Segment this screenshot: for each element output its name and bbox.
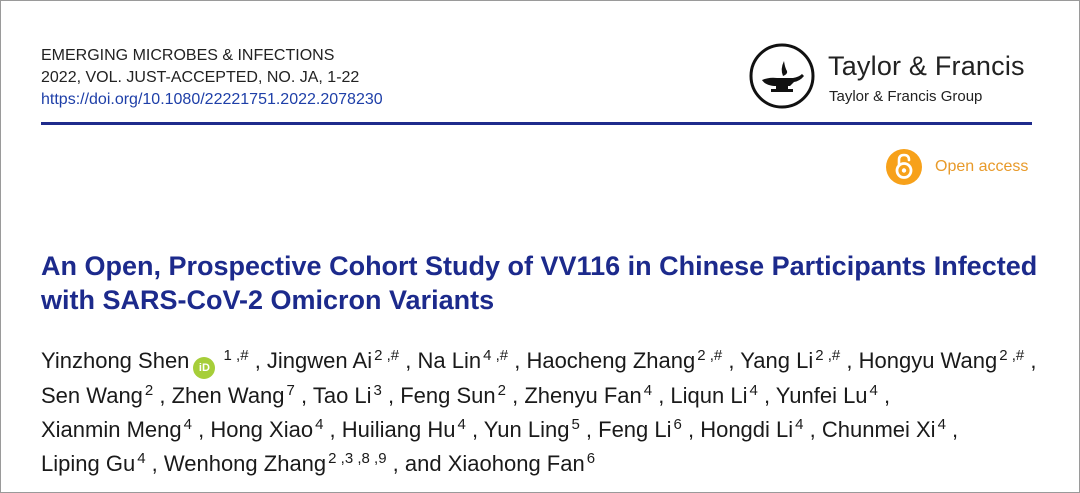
author-name[interactable]: Jingwen Ai 2 ,# xyxy=(267,348,399,373)
affiliation-marker: 4 xyxy=(749,382,758,399)
affiliation-marker: 2 xyxy=(144,382,154,399)
affiliation-marker: 4 xyxy=(643,382,653,399)
affiliation-marker: 4 xyxy=(937,416,946,433)
affiliation-marker: 2 ,# xyxy=(999,347,1025,364)
author-name[interactable]: Huiliang Hu 4 xyxy=(342,417,466,442)
publisher-logo[interactable]: Taylor & Francis Taylor & Francis Group xyxy=(749,43,1039,115)
affiliation-marker: 5 xyxy=(571,416,580,433)
author-name-text: Huiliang Hu xyxy=(341,417,456,442)
open-access-badge[interactable]: Open access xyxy=(886,149,1028,185)
author-name-text: Na Lin xyxy=(417,348,482,373)
affiliation-marker: 2 xyxy=(497,382,506,399)
author-name-text: Chunmei Xi xyxy=(821,417,936,442)
author-name-text: Sen Wang xyxy=(41,383,143,408)
author-name-text: Haocheng Zhang xyxy=(526,348,696,373)
journal-issue: 2022, VOL. JUST-ACCEPTED, NO. JA, 1-22 xyxy=(41,69,360,86)
author-name-text: Zhenyu Fan xyxy=(524,383,642,408)
author-name[interactable]: Hongdi Li 4 xyxy=(700,417,803,442)
author-name[interactable]: Hongyu Wang 2 ,# xyxy=(859,348,1025,373)
author-conjunction: and xyxy=(404,451,442,476)
author-name[interactable]: Tao Li 3 xyxy=(313,383,382,408)
author-name[interactable]: Zhenyu Fan 4 xyxy=(524,383,652,408)
author-name[interactable]: Feng Sun 2 xyxy=(400,383,506,408)
author-name-text: Hongyu Wang xyxy=(858,348,998,373)
affiliation-marker: 2 ,# xyxy=(374,347,400,364)
affiliation-marker: 6 xyxy=(673,416,682,433)
author-name[interactable]: Yunfei Lu 4 xyxy=(776,383,878,408)
author-name[interactable]: Zhen Wang 7 xyxy=(172,383,295,408)
journal-name: EMERGING MICROBES & INFECTIONS xyxy=(41,47,335,64)
author-name-text: Yun Ling xyxy=(483,417,570,442)
author-name-text: Jingwen Ai xyxy=(266,348,373,373)
author-name[interactable]: Xiaohong Fan 6 xyxy=(448,451,595,476)
open-lock-icon xyxy=(886,149,922,185)
author-name[interactable]: Sen Wang 2 xyxy=(41,383,153,408)
author-name[interactable]: Liping Gu 4 xyxy=(41,451,146,476)
affiliation-marker: 2 ,# xyxy=(815,347,841,364)
affiliation-marker: 2 ,3 ,8 ,9 xyxy=(328,450,387,467)
author-name-text: Yunfei Lu xyxy=(775,383,868,408)
affiliation-marker: 4 xyxy=(183,416,192,433)
affiliation-marker: 4 xyxy=(795,416,804,433)
author-name-text: Hongdi Li xyxy=(700,417,794,442)
author-name-text: Feng Li xyxy=(598,417,672,442)
header-divider xyxy=(41,122,1032,125)
author-name-text: Liping Gu xyxy=(41,451,136,476)
author-name[interactable]: Yang Li 2 ,# xyxy=(740,348,840,373)
author-name-text: Xianmin Meng xyxy=(41,417,182,442)
oil-lamp-icon xyxy=(749,43,815,109)
author-name[interactable]: Chunmei Xi 4 xyxy=(822,417,946,442)
author-name[interactable]: Liqun Li 4 xyxy=(670,383,757,408)
author-name-text: Feng Sun xyxy=(400,383,496,408)
author-list: Yinzhong Shen iD 1 ,# , Jingwen Ai 2 ,# , … xyxy=(41,347,1037,476)
affiliation-marker: 4 xyxy=(137,450,146,467)
affiliation-marker: 3 xyxy=(373,382,382,399)
author-name-text: Yang Li xyxy=(740,348,814,373)
author-name-text: Yinzhong Shen xyxy=(41,348,190,373)
author-name[interactable]: Yinzhong Shen iD 1 ,# xyxy=(41,347,249,379)
article-title: An Open, Prospective Cohort Study of VV1… xyxy=(41,251,1038,315)
author-name[interactable]: Feng Li 6 xyxy=(598,417,682,442)
author-name-text: Liqun Li xyxy=(670,383,748,408)
author-name-text: Wenhong Zhang xyxy=(163,451,327,476)
author-name-text: Xiaohong Fan xyxy=(447,451,585,476)
affiliation-marker: 4 xyxy=(869,382,878,399)
affiliation-marker: 6 xyxy=(586,450,596,467)
affiliation-marker: 7 xyxy=(286,382,295,399)
orcid-icon[interactable]: iD xyxy=(193,357,216,379)
author-name[interactable]: Haocheng Zhang 2 ,# xyxy=(526,348,722,373)
author-name[interactable]: Yun Ling 5 xyxy=(484,417,580,442)
affiliation-marker: 4 xyxy=(457,416,466,433)
author-name-text: Hong Xiao xyxy=(210,417,314,442)
affiliation-marker: 2 ,# xyxy=(697,347,723,364)
affiliation-marker: 4 xyxy=(315,416,324,433)
doi-link[interactable]: https://doi.org/10.1080/22221751.2022.20… xyxy=(41,91,383,108)
affiliation-marker: 1 ,# xyxy=(223,347,249,364)
publisher-group: Taylor & Francis Group xyxy=(829,88,983,105)
journal-meta: EMERGING MICROBES & INFECTIONS 2022, VOL… xyxy=(41,45,383,111)
author-name[interactable]: Wenhong Zhang 2 ,3 ,8 ,9 xyxy=(164,451,387,476)
open-access-label: Open access xyxy=(935,158,1029,175)
publisher-name: Taylor & Francis xyxy=(828,51,1025,81)
author-name[interactable]: Xianmin Meng 4 xyxy=(41,417,192,442)
author-name[interactable]: Na Lin 4 ,# xyxy=(417,348,508,373)
author-name[interactable]: Hong Xiao 4 xyxy=(210,417,323,442)
affiliation-marker: 4 ,# xyxy=(483,347,509,364)
author-name-text: Tao Li xyxy=(312,383,372,408)
author-name-text: Zhen Wang xyxy=(171,383,285,408)
